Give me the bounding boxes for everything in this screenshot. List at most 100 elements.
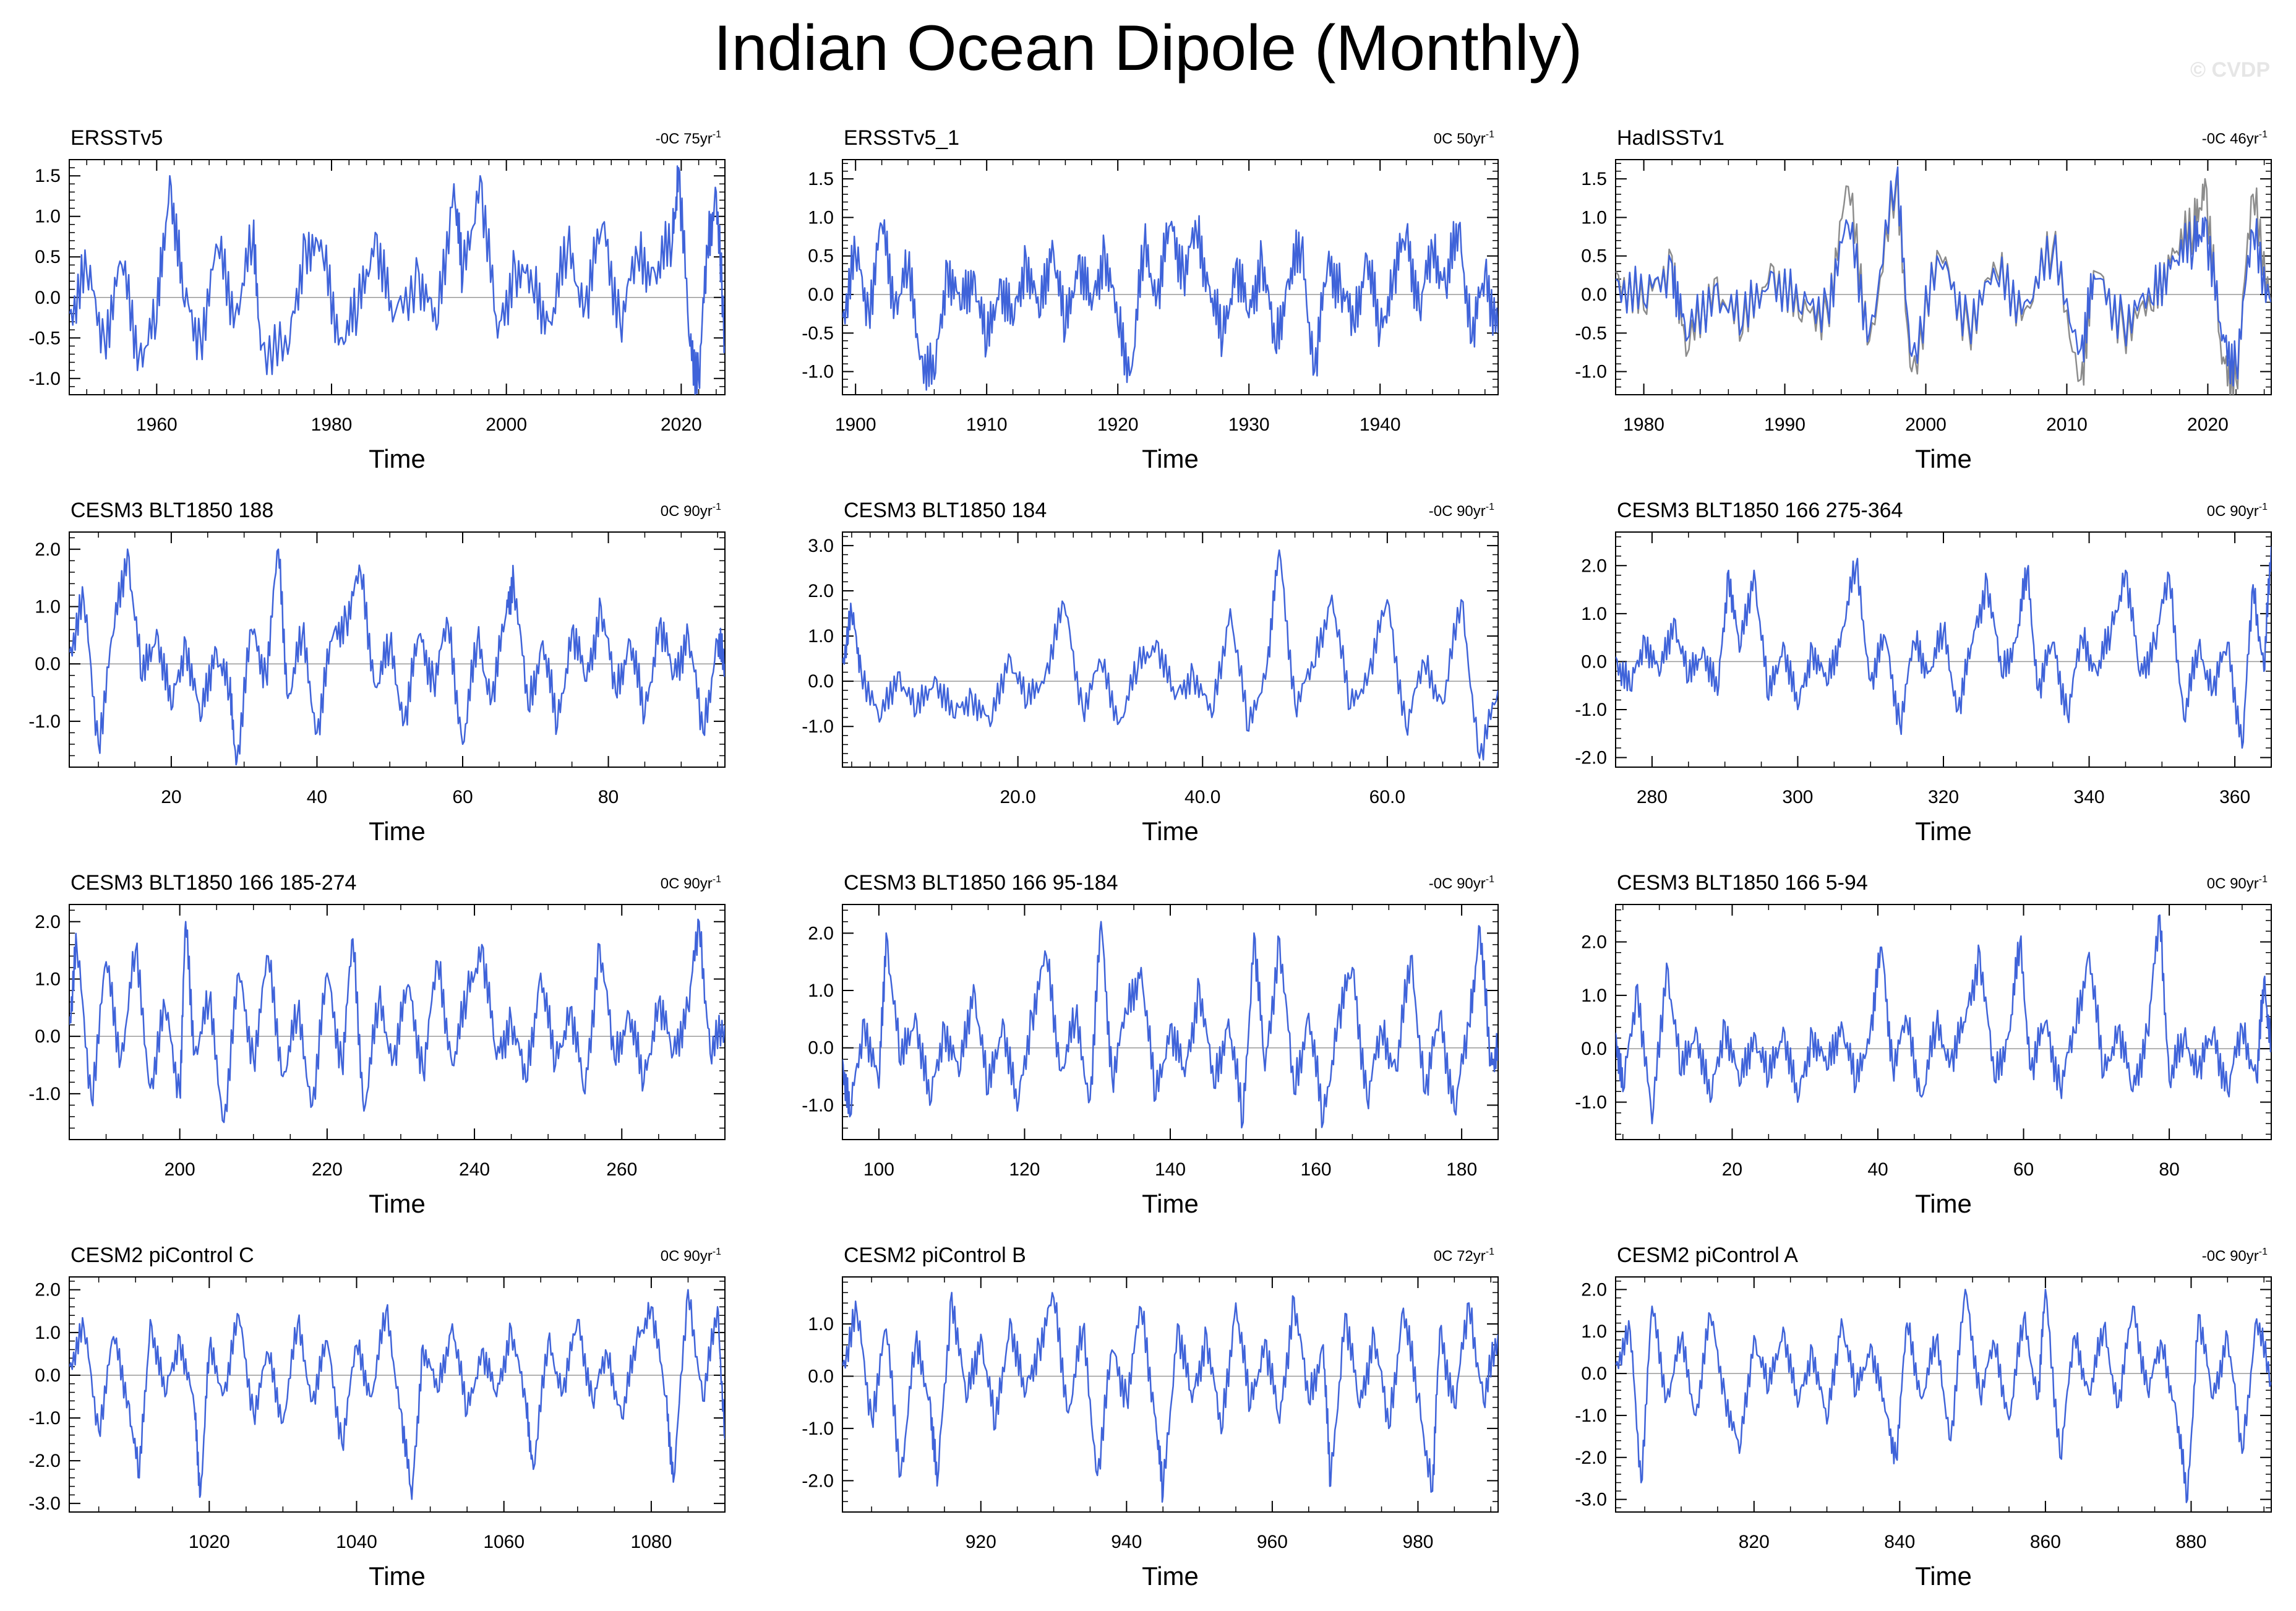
- panel-title: CESM3 BLT1850 166 5-94: [1617, 871, 1868, 895]
- panel-title: CESM3 BLT1850 188: [71, 499, 273, 522]
- trend-exponent: -1: [2259, 1247, 2268, 1257]
- x-axis-title: Time: [1915, 1189, 1972, 1218]
- x-tick-label: 40.0: [1184, 787, 1220, 807]
- series-line-primary: [69, 1289, 725, 1500]
- trend-label: -0C 90yr-1: [1429, 874, 1494, 892]
- y-tick-label: 2.0: [808, 923, 834, 943]
- y-tick-label: 0.0: [35, 654, 61, 674]
- chart-panel-1: ERSSTv5 -0C 75yr-1 1960 1980 2000 2020 -1.0 -0.…: [28, 126, 726, 473]
- trend-label: 0C 90yr-1: [661, 502, 721, 520]
- trend-exponent: -1: [1486, 129, 1494, 140]
- chart-panel-2: ERSSTv5_1 0C 50yr-1 1900 1910 1920 1930 1940 -1…: [802, 126, 1499, 473]
- x-axis-title: Time: [1142, 1189, 1199, 1218]
- trend-label: 0C 90yr-1: [661, 874, 721, 892]
- y-tick-label: 0.0: [1581, 1039, 1607, 1059]
- x-tick-label: 1980: [311, 415, 353, 435]
- panel-title: CESM3 BLT1850 166 95-184: [844, 871, 1118, 895]
- x-axis-title: Time: [369, 1189, 426, 1218]
- y-tick-label: 1.0: [35, 969, 61, 989]
- panel-title: HadISSTv1: [1617, 126, 1724, 150]
- y-tick-label: 1.0: [1581, 1321, 1607, 1342]
- page-title: Indian Ocean Dipole (Monthly): [713, 12, 1583, 84]
- x-tick-label: 60.0: [1369, 787, 1405, 807]
- trend-exponent: -1: [1486, 1247, 1494, 1257]
- x-tick-label: 1990: [1764, 415, 1806, 435]
- chart-panel-12: CESM2 piControl A -0C 90yr-1 820 840 860 880 -…: [1575, 1244, 2272, 1591]
- trend-label: -0C 75yr-1: [656, 129, 721, 147]
- y-tick-label: -2.0: [1575, 1448, 1607, 1468]
- trend-exponent: -1: [713, 129, 721, 140]
- y-tick-label: 1.5: [1581, 169, 1607, 189]
- y-tick-label: -3.0: [1575, 1490, 1607, 1510]
- y-tick-label: 0.0: [1581, 285, 1607, 305]
- trend-label: 0C 90yr-1: [2207, 874, 2268, 892]
- trend-label: 0C 50yr-1: [1434, 129, 1494, 147]
- y-tick-label: 1.0: [35, 1323, 61, 1343]
- panel-title: CESM2 piControl B: [844, 1244, 1026, 1267]
- x-tick-label: 1920: [1097, 415, 1139, 435]
- x-tick-label: 340: [2074, 787, 2105, 807]
- y-tick-label: 0.0: [1581, 651, 1607, 672]
- panel-title: CESM3 BLT1850 166 275-364: [1617, 499, 1903, 522]
- x-axis-title: Time: [1915, 1562, 1972, 1591]
- x-axis-title: Time: [1142, 817, 1199, 846]
- x-axis-title: Time: [1915, 444, 1972, 473]
- x-tick-label: 840: [1884, 1532, 1915, 1552]
- x-tick-label: 1980: [1623, 415, 1664, 435]
- x-tick-label: 220: [312, 1159, 343, 1180]
- x-tick-label: 280: [1637, 787, 1668, 807]
- y-tick-label: -1.0: [1575, 700, 1607, 720]
- y-tick-label: -1.0: [1575, 362, 1607, 382]
- x-tick-label: 80: [598, 787, 619, 807]
- y-tick-label: 1.0: [808, 981, 834, 1001]
- x-tick-label: 1930: [1228, 415, 1270, 435]
- plot-frame: [1615, 904, 2272, 1140]
- panel-title: CESM2 piControl C: [71, 1244, 254, 1267]
- x-tick-label: 960: [1257, 1532, 1288, 1552]
- y-tick-label: -0.5: [28, 328, 61, 348]
- trend-exponent: -1: [713, 1247, 721, 1257]
- series-line-primary: [1616, 166, 2271, 387]
- plot-frame: [1615, 531, 2272, 768]
- y-tick-label: 2.0: [1581, 1279, 1607, 1300]
- x-tick-label: 1960: [136, 415, 178, 435]
- y-tick-label: 0.0: [35, 288, 61, 308]
- x-tick-label: 1040: [336, 1532, 377, 1552]
- y-tick-label: -0.5: [1575, 323, 1607, 343]
- series-line-primary: [69, 918, 725, 1123]
- x-tick-label: 2020: [2187, 415, 2229, 435]
- series-line-primary: [842, 549, 1498, 761]
- y-tick-label: -2.0: [1575, 747, 1607, 768]
- x-tick-label: 240: [459, 1159, 490, 1180]
- series-line-primary: [1616, 546, 2271, 749]
- x-tick-label: 2000: [486, 415, 527, 435]
- x-tick-label: 80: [2159, 1159, 2179, 1180]
- y-tick-label: 1.0: [808, 207, 834, 228]
- x-tick-label: 1080: [631, 1532, 672, 1552]
- panel-title: CESM3 BLT1850 184: [844, 499, 1047, 522]
- y-tick-label: 1.0: [808, 626, 834, 647]
- x-tick-label: 980: [1402, 1532, 1433, 1552]
- x-tick-label: 2020: [661, 415, 702, 435]
- x-axis-title: Time: [369, 817, 426, 846]
- trend-exponent: -1: [2259, 502, 2268, 512]
- x-tick-label: 20: [1722, 1159, 1742, 1180]
- panel-title: ERSSTv5_1: [844, 126, 959, 150]
- y-tick-label: -1.0: [28, 1084, 61, 1104]
- x-tick-label: 920: [966, 1532, 996, 1552]
- series-line-primary: [69, 165, 725, 395]
- x-axis-title: Time: [369, 444, 426, 473]
- y-tick-label: -1.0: [1575, 1093, 1607, 1113]
- y-tick-label: 1.5: [808, 169, 834, 189]
- y-tick-label: 0.5: [1581, 246, 1607, 267]
- trend-exponent: -1: [1486, 502, 1494, 512]
- y-tick-label: 0.0: [808, 1038, 834, 1059]
- x-axis-title: Time: [1142, 1562, 1199, 1591]
- y-tick-label: 2.0: [1581, 556, 1607, 576]
- y-tick-label: 2.0: [35, 1280, 61, 1300]
- x-tick-label: 820: [1739, 1532, 1770, 1552]
- x-axis-title: Time: [1915, 817, 1972, 846]
- y-tick-label: -1.0: [802, 716, 834, 737]
- panel-title: CESM2 piControl A: [1617, 1244, 1798, 1267]
